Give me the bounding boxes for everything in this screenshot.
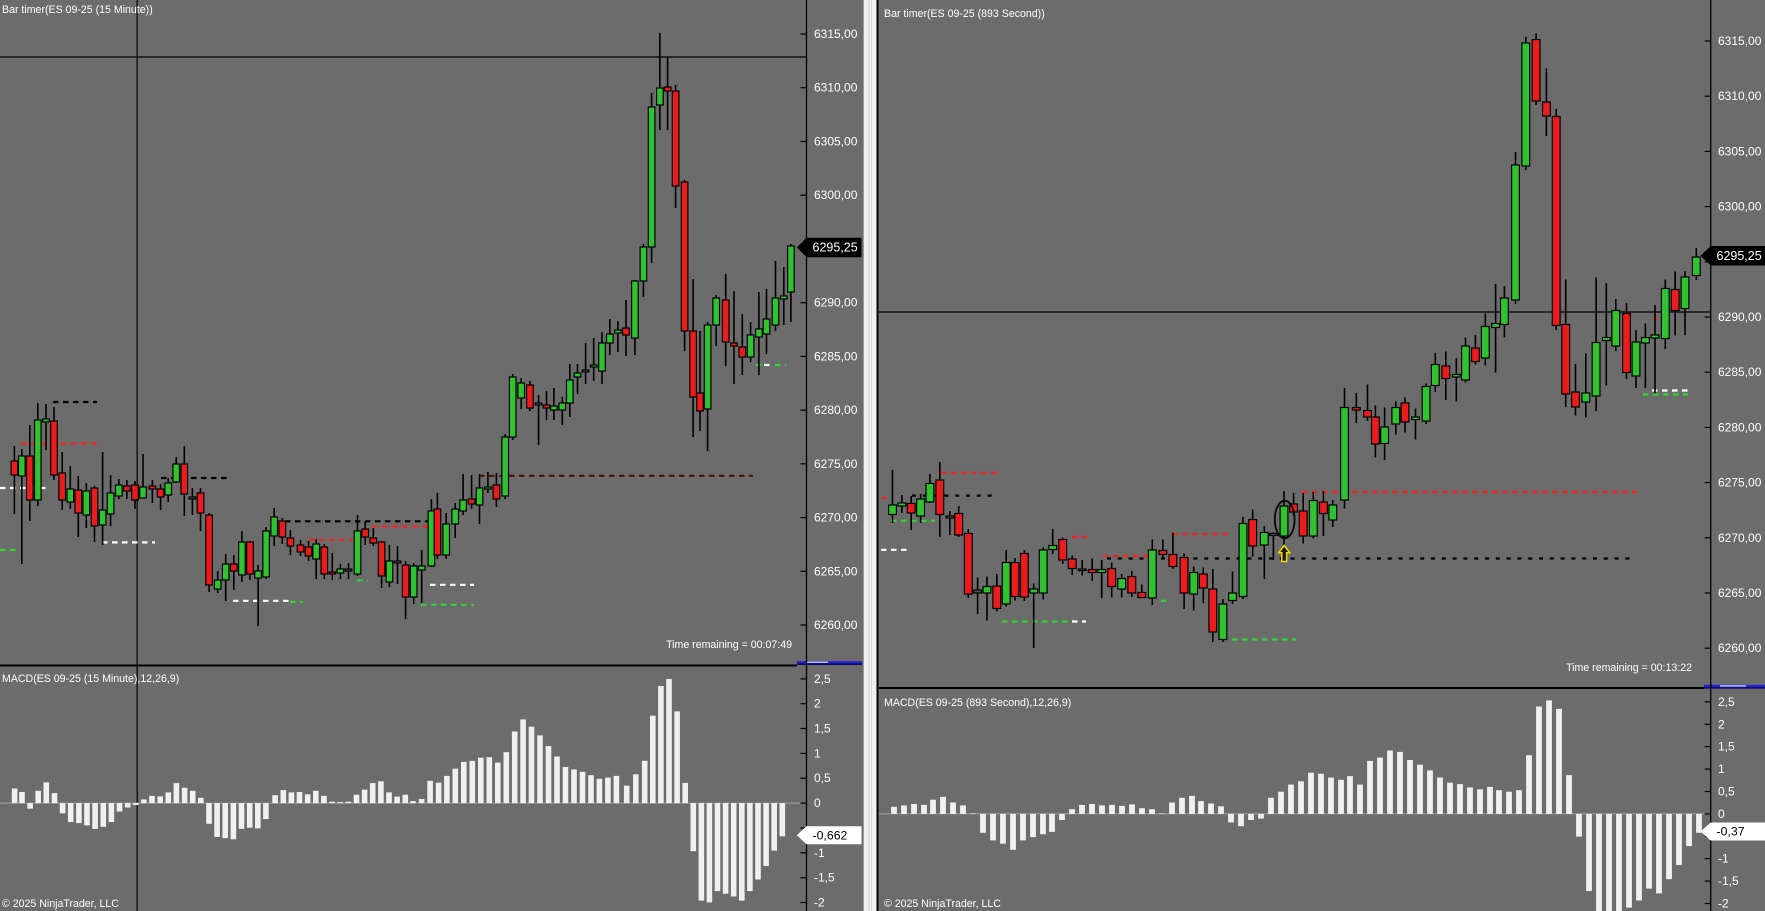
svg-text:0: 0 <box>814 796 821 810</box>
svg-text:6275,00: 6275,00 <box>1718 476 1762 490</box>
svg-text:2,5: 2,5 <box>814 672 831 686</box>
svg-text:6290,00: 6290,00 <box>814 296 858 310</box>
svg-text:0,5: 0,5 <box>814 771 831 785</box>
svg-text:Bar timer(ES 09-25 (893 Second: Bar timer(ES 09-25 (893 Second)) <box>884 8 1045 20</box>
svg-text:Bar timer(ES 09-25 (15 Minute): Bar timer(ES 09-25 (15 Minute)) <box>2 4 153 16</box>
svg-text:-2: -2 <box>814 896 825 910</box>
svg-text:6270,00: 6270,00 <box>814 511 858 525</box>
svg-text:1: 1 <box>814 746 821 760</box>
svg-text:6300,00: 6300,00 <box>814 188 858 202</box>
svg-text:2,5: 2,5 <box>1718 695 1735 709</box>
svg-text:6290,00: 6290,00 <box>1718 310 1762 324</box>
svg-text:© 2025 NinjaTrader, LLC: © 2025 NinjaTrader, LLC <box>2 898 119 910</box>
svg-text:6295,25: 6295,25 <box>813 241 858 255</box>
svg-text:6260,00: 6260,00 <box>814 618 858 632</box>
svg-text:1,5: 1,5 <box>1718 740 1735 754</box>
svg-text:6310,00: 6310,00 <box>1718 89 1762 103</box>
svg-text:2: 2 <box>1718 717 1725 731</box>
svg-text:6280,00: 6280,00 <box>814 403 858 417</box>
svg-text:6280,00: 6280,00 <box>1718 420 1762 434</box>
svg-text:1,5: 1,5 <box>814 722 831 736</box>
svg-text:-1,5: -1,5 <box>814 871 835 885</box>
svg-text:6265,00: 6265,00 <box>814 564 858 578</box>
svg-text:6270,00: 6270,00 <box>1718 531 1762 545</box>
svg-text:-1,5: -1,5 <box>1718 874 1739 888</box>
svg-text:0: 0 <box>1718 807 1725 821</box>
svg-text:6305,00: 6305,00 <box>1718 144 1762 158</box>
svg-text:MACD(ES 09-25 (15 Minute),12,2: MACD(ES 09-25 (15 Minute),12,26,9) <box>2 673 179 685</box>
svg-text:6315,00: 6315,00 <box>814 27 858 41</box>
svg-text:6265,00: 6265,00 <box>1718 586 1762 600</box>
svg-text:-0,662: -0,662 <box>813 828 848 842</box>
svg-text:Time remaining = 00:13:22: Time remaining = 00:13:22 <box>1566 662 1692 674</box>
svg-text:-1: -1 <box>814 846 825 860</box>
svg-text:1: 1 <box>1718 762 1725 776</box>
svg-text:Time remaining = 00:07:49: Time remaining = 00:07:49 <box>666 639 792 651</box>
svg-text:6275,00: 6275,00 <box>814 457 858 471</box>
svg-text:-1: -1 <box>1718 852 1729 866</box>
svg-text:-0,37: -0,37 <box>1717 825 1745 839</box>
svg-text:6300,00: 6300,00 <box>1718 200 1762 214</box>
svg-text:6285,00: 6285,00 <box>1718 365 1762 379</box>
svg-text:-2: -2 <box>1718 897 1729 911</box>
svg-text:6305,00: 6305,00 <box>814 135 858 149</box>
svg-text:6260,00: 6260,00 <box>1718 641 1762 655</box>
svg-text:6285,00: 6285,00 <box>814 349 858 363</box>
svg-text:2: 2 <box>814 697 821 711</box>
svg-text:© 2025 NinjaTrader, LLC: © 2025 NinjaTrader, LLC <box>884 898 1001 910</box>
svg-text:6310,00: 6310,00 <box>814 81 858 95</box>
svg-text:6315,00: 6315,00 <box>1718 34 1762 48</box>
svg-text:6295,25: 6295,25 <box>1717 249 1762 263</box>
svg-text:0,5: 0,5 <box>1718 785 1735 799</box>
svg-text:MACD(ES 09-25 (893 Second),12,: MACD(ES 09-25 (893 Second),12,26,9) <box>884 697 1071 709</box>
